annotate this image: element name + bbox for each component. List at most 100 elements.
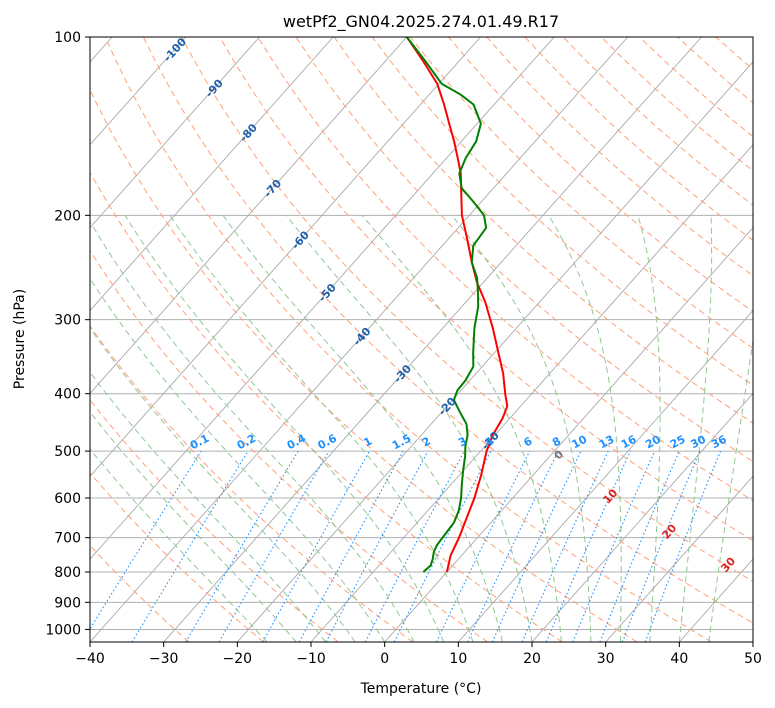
moist-adiabat-line xyxy=(90,277,386,642)
mixing-ratio-line xyxy=(599,450,680,642)
x-axis-label: Temperature (°C) xyxy=(360,681,482,697)
mixing-ratio-label: 30 xyxy=(688,432,708,451)
isotherm-line xyxy=(90,37,334,312)
moist-adiabat-line xyxy=(90,327,356,642)
x-tick-label: −10 xyxy=(296,651,326,667)
dry-adiabat-line xyxy=(371,37,753,386)
dry-adiabat-line xyxy=(219,37,753,542)
mixing-ratio-line xyxy=(90,450,202,630)
mixing-ratio-label: 6 xyxy=(522,434,535,449)
dry-adiabat-line xyxy=(90,88,638,642)
mixing-ratio-label: 20 xyxy=(643,433,663,452)
moist-adiabat-line xyxy=(708,337,753,642)
isotherm-line xyxy=(90,37,629,642)
x-tick-label: 40 xyxy=(670,651,688,667)
mixing-ratio-label: 0.1 xyxy=(188,432,211,453)
isotherm-line xyxy=(605,475,753,642)
moist-adiabat-line xyxy=(90,371,327,642)
dry-adiabat-line xyxy=(639,37,753,138)
mixing-ratio-label: 16 xyxy=(619,433,639,452)
isotherm-line xyxy=(90,37,555,560)
mixing-ratio-line xyxy=(644,450,722,642)
mixing-ratio-line xyxy=(364,450,465,642)
dry-adiabat-line xyxy=(90,171,563,642)
y-tick-label: 700 xyxy=(54,531,81,547)
y-tick-label: 1000 xyxy=(45,622,81,638)
isotherm-line xyxy=(531,392,753,642)
moist-adiabat-line xyxy=(124,215,445,642)
mixing-ratio-line xyxy=(131,450,249,642)
isotherm-line xyxy=(457,309,753,642)
dry-adiabat-line xyxy=(410,37,753,349)
dry-adiabat-line xyxy=(600,37,753,172)
mixing-ratio-line xyxy=(545,450,631,642)
moist-adiabat-line xyxy=(678,215,713,642)
moist-adiabat-line xyxy=(222,215,503,642)
y-axis-label: Pressure (hPa) xyxy=(12,289,28,389)
dry-adiabat-line xyxy=(90,249,488,642)
mixing-ratio-label: 25 xyxy=(668,433,688,452)
isotherm-line xyxy=(752,641,753,642)
dry-adiabat-line xyxy=(562,37,753,206)
mixing-ratio-label: 8 xyxy=(550,434,563,449)
mixing-ratio-line xyxy=(218,450,330,642)
isotherm-line xyxy=(90,37,260,229)
dry-adiabat-line xyxy=(90,398,339,642)
isotherm-line xyxy=(90,37,187,146)
y-tick-label: 400 xyxy=(54,387,81,403)
mixing-ratio-label: 2 xyxy=(420,434,433,449)
y-axis: 100 200 300 400 500 600 700 800 900 1000 xyxy=(45,30,90,638)
y-tick-label: 300 xyxy=(54,313,81,329)
dry-adiabat-line xyxy=(333,37,753,424)
mixing-ratio-line xyxy=(491,450,582,642)
x-tick-label: −40 xyxy=(75,651,105,667)
mixing-ratio-label: 36 xyxy=(709,433,729,452)
dry-adiabat-line xyxy=(295,37,753,463)
moist-adiabat-line xyxy=(90,448,268,642)
mixing-ratio-label: 1.5 xyxy=(390,432,413,453)
mixing-ratio-line xyxy=(262,450,370,642)
moist-adiabat-line xyxy=(548,215,622,642)
mixing-ratio-label: 13 xyxy=(597,433,617,452)
dry-adiabat-line xyxy=(448,37,753,313)
dry-adiabat-line xyxy=(754,37,775,642)
plot-frame xyxy=(89,36,754,643)
y-tick-label: 800 xyxy=(54,565,81,581)
mixing-ratio-line xyxy=(466,450,559,642)
y-tick-label: 500 xyxy=(54,444,81,460)
dry-adiabat-line xyxy=(524,37,753,241)
dry-adiabat-line xyxy=(90,472,264,642)
x-tick-label: 30 xyxy=(597,651,615,667)
dewpoint-line xyxy=(406,37,488,573)
mixing-ratio-line xyxy=(572,450,656,642)
mixing-ratio-line xyxy=(185,450,299,642)
isotherm-line xyxy=(236,61,753,642)
dry-adiabat-line xyxy=(486,37,753,277)
isotherm-line xyxy=(90,37,408,395)
dry-adiabat-line xyxy=(104,37,712,642)
y-tick-label: 600 xyxy=(54,491,81,507)
background-lines xyxy=(90,37,775,642)
mixing-ratio-line xyxy=(393,450,492,642)
x-tick-label: 20 xyxy=(523,651,541,667)
mixing-ratio-line xyxy=(621,450,701,642)
isotherm-label: -100 xyxy=(161,35,189,64)
chart-title: wetPf2_GN04.2025.274.01.49.R17 xyxy=(283,12,559,32)
dry-adiabat-line xyxy=(257,37,753,502)
dry-adiabat-line xyxy=(677,37,753,104)
lcl-label: 20 xyxy=(659,521,679,541)
dry-adiabat-line xyxy=(715,37,753,70)
isotherm-line xyxy=(90,37,481,477)
x-tick-label: 10 xyxy=(449,651,467,667)
mixing-ratio-label: 10 xyxy=(570,433,590,452)
lcl-label: 10 xyxy=(600,486,620,506)
mixing-ratio-line xyxy=(521,450,609,642)
moist-adiabat-line xyxy=(637,215,661,642)
dry-adiabat-line xyxy=(90,325,414,642)
x-tick-label: −20 xyxy=(223,651,253,667)
isotherm-line xyxy=(310,144,753,642)
mixing-ratio-line xyxy=(325,450,429,642)
y-tick-label: 100 xyxy=(54,30,81,46)
mixing-ratio-label: 0.2 xyxy=(235,432,258,453)
